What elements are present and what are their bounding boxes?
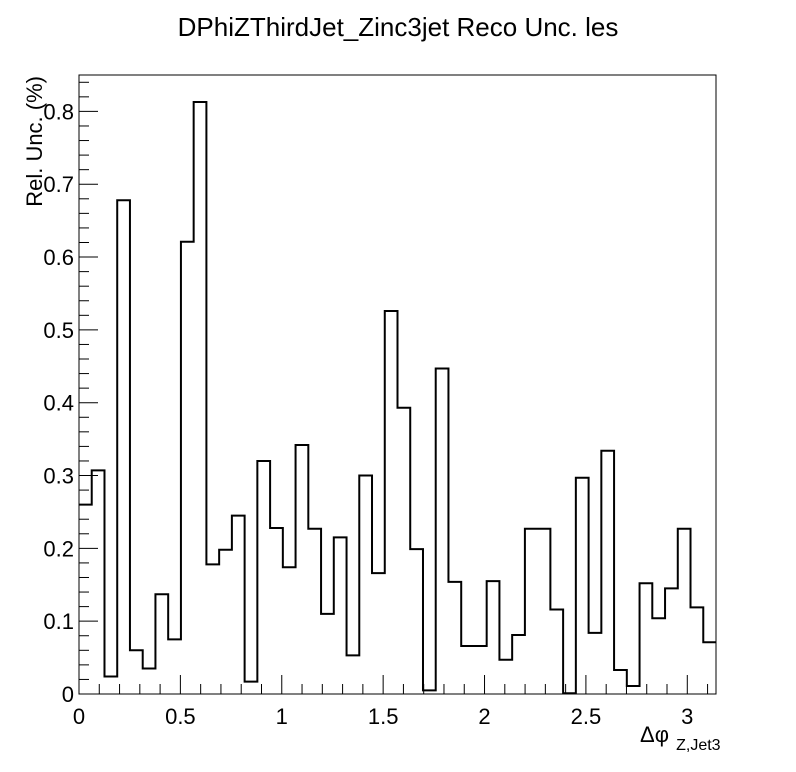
- y-tick-label: 0.4: [43, 391, 74, 416]
- x-axis-label-subscript: Z,Jet3: [676, 737, 721, 754]
- y-tick-label: 0.1: [43, 609, 74, 634]
- y-tick-label: 0.6: [43, 245, 74, 270]
- y-tick-label: 0.3: [43, 464, 74, 489]
- x-axis-ticks: 0 0.5 1 1.5 2 2.5 3: [73, 675, 709, 729]
- x-tick-label: 0: [73, 704, 85, 729]
- x-axis-label-main: Δφ: [640, 722, 669, 747]
- y-tick-label: 0.7: [43, 172, 74, 197]
- x-tick-label: 1: [276, 704, 288, 729]
- y-tick-label: 0.2: [43, 536, 74, 561]
- y-tick-label: 0.8: [43, 99, 74, 124]
- y-axis-label: Rel. Unc. (%): [22, 76, 47, 207]
- x-tick-label: 1.5: [368, 704, 399, 729]
- x-tick-label: 3: [681, 704, 693, 729]
- x-tick-label: 0.5: [165, 704, 196, 729]
- y-tick-label: 0: [62, 682, 74, 707]
- x-tick-label: 2: [478, 704, 490, 729]
- plot-frame: [78, 74, 717, 695]
- y-tick-label: 0.5: [43, 318, 74, 343]
- chart-title: DPhiZThirdJet_Zinc3jet Reco Unc. les: [178, 12, 619, 42]
- x-axis-label: Δφ Z,Jet3: [640, 722, 721, 754]
- x-tick-label: 2.5: [571, 704, 602, 729]
- y-axis-ticks: 0 0.1 0.2 0.3 0.4 0.5 0.6 0.7 0.8: [43, 81, 98, 707]
- histogram-bins: [79, 100, 716, 695]
- histogram-line: [79, 100, 716, 695]
- plot-area: 0 0.1 0.2 0.3 0.4 0.5 0.6 0.7 0.8 0 0.5 1 1.5 2 2.5 3: [43, 74, 717, 729]
